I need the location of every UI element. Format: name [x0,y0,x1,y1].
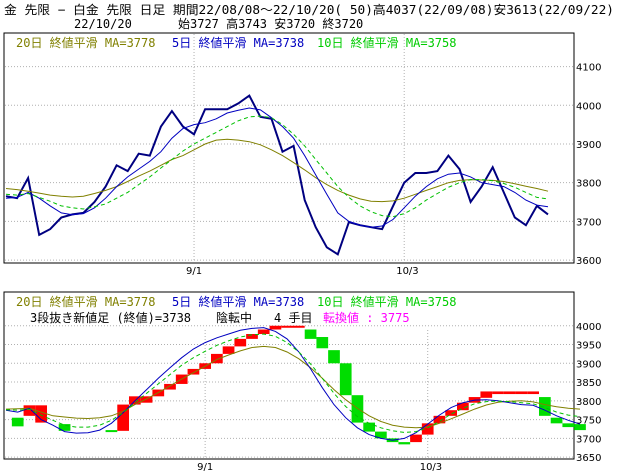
top-y-tick-label: 4100 [576,63,601,74]
top-y-axis: 3600 3700 3800 3900 4000 4100 [576,63,601,267]
top-y-tick-label: 4000 [576,101,601,112]
top-x-tick-label: 9/1 [186,266,202,277]
renko-brick [398,442,411,445]
renko-brick [222,346,235,354]
renko-brick [117,404,129,431]
bottom-ma-line [5,345,581,429]
renko-steps: 4 手目 [274,311,312,325]
top-y-tick-label: 3800 [576,179,601,190]
renko-brick [363,422,375,432]
bottom-y-tick-label: 3800 [576,397,601,408]
renko-brick [480,391,493,398]
header-title: 金 先限 − 白金 先限 日足 期間22/08/08～22/10/20( 50)… [4,2,614,17]
renko-brick [281,325,293,328]
renko-brick [234,338,247,347]
renko-brick [492,391,504,395]
renko-brick [339,363,352,396]
renko-brick [445,410,457,416]
top-y-tick-label: 3900 [576,140,601,151]
renko-brick [304,329,317,339]
top-legend-ma10: 10日 終値平滑 MA=3758 [317,35,456,50]
renko-brick [375,431,387,439]
renko-brick [11,417,24,427]
renko-brick [269,325,282,330]
renko-brick [58,424,71,431]
renko-brick [328,350,340,364]
renko-brick [316,337,329,349]
renko-brick [410,434,422,443]
bottom-plot-area [5,325,586,458]
renko-brick [293,325,305,328]
top-x-tick-label: 10/3 [396,266,418,277]
bottom-x-axis: 9/1 10/3 [197,462,442,473]
renko-brick [257,329,270,335]
bottom-chart-frame [3,291,575,460]
bottom-y-tick-label: 4000 [576,322,601,333]
bottom-x-tick-label: 10/3 [420,462,442,473]
bottom-ma-line [5,333,581,433]
renko-brick [421,423,434,435]
top-y-tick-label: 3600 [576,256,601,267]
bottom-legend-ma10: 10日 終値平滑 MA=3758 [317,294,456,309]
top-y-tick-label: 3700 [576,217,601,228]
bottom-ma-line [5,327,581,441]
renko-brick [35,405,47,423]
renko-brick [550,417,563,424]
bottom-x-tick-label: 9/1 [197,462,213,473]
renko-brick [211,353,223,364]
top-ma-line [5,115,549,218]
bottom-y-tick-label: 3700 [576,434,601,445]
bottom-y-tick-label: 3650 [576,453,601,464]
renko-brick [562,423,575,428]
price-line [5,94,549,256]
renko-reversal: 転換値 : 3775 [323,310,410,325]
top-plot-area [5,34,573,262]
header-ohlc: 始3727 高3743 安3720 終3720 [178,16,363,31]
renko-brick [457,402,469,411]
renko-brick [515,391,528,395]
bottom-y-tick-label: 3950 [576,341,601,352]
renko-brick [574,424,586,431]
renko-brick [539,397,551,416]
renko-brick [433,415,446,424]
top-legend-ma20: 20日 終値平滑 MA=3778 [16,35,155,50]
top-legend-ma5: 5日 終値平滑 MA=3738 [172,35,304,50]
top-ma-line [5,138,549,203]
bottom-legend-ma5: 5日 終値平滑 MA=3738 [172,294,304,309]
renko-brick [105,430,118,433]
renko-label: 3段抜き新値足 (終値)=3738 [30,310,191,325]
renko-brick [503,391,516,395]
bottom-legend-ma20: 20日 終値平滑 MA=3778 [16,294,155,309]
renko-brick [140,396,153,403]
top-x-axis: 9/1 10/3 [186,266,419,277]
renko-brick [23,405,36,416]
renko-brick [527,391,539,395]
bottom-y-tick-label: 3900 [576,359,601,370]
bottom-y-tick-label: 3850 [576,378,601,389]
renko-brick [164,383,176,390]
header-date: 22/10/20 [74,17,132,31]
renko-status: 陰転中 [216,310,252,325]
renko-brick [246,334,258,339]
renko-brick [187,368,200,375]
bottom-y-tick-label: 3750 [576,416,601,427]
bottom-y-axis: 3650 3700 3750 3800 3850 3900 3950 4000 [576,322,601,464]
